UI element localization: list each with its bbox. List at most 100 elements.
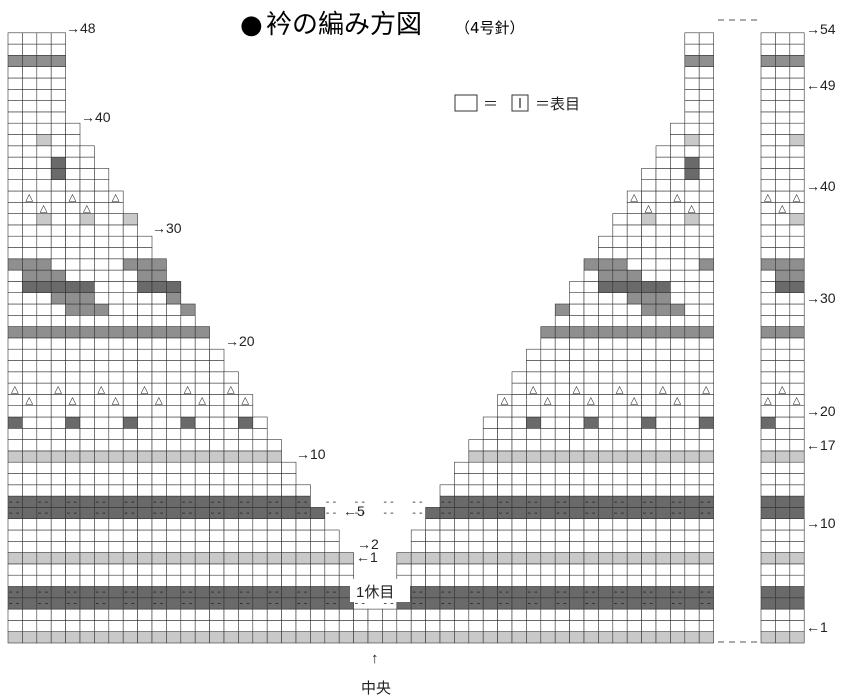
chart-cell [36,224,52,237]
triangle-mark: △ [155,396,163,407]
chart-cell [22,269,38,282]
dash-mark: - - [499,497,510,508]
dash-mark: - - [326,587,337,598]
chart-cell [65,156,81,169]
chart-cell [698,529,714,542]
chart-cell [468,518,484,531]
chart-cell [238,394,254,406]
chart-cell [511,473,527,486]
chart-cell [526,348,542,361]
chart-cell [223,427,239,440]
dash-mark: - - [441,508,452,519]
dash-mark: - - [38,508,49,519]
chart-cell [7,631,23,644]
chart-cell [281,608,297,621]
chart-cell [252,586,268,599]
chart-cell [94,529,110,542]
triangle-mark: △ [501,396,509,407]
dash-mark: - - [355,598,366,609]
dash-mark: - - [211,598,222,609]
chart-cell [698,258,714,271]
chart-cell [511,597,527,610]
chart-cell [569,597,585,610]
chart-cell [612,484,628,497]
chart-cell [310,563,326,576]
chart-cell [209,631,225,644]
chart-cell [511,631,527,644]
chart-cell [7,156,23,169]
chart-cell [180,326,196,339]
chart-cell [266,461,282,474]
strip-cell [760,620,776,633]
chart-cell [454,507,470,519]
chart-cell [94,224,110,237]
chart-cell [22,416,38,429]
dash-mark: - - [67,497,78,508]
chart-cell [194,631,210,644]
dash-mark: - - [38,497,49,508]
chart-cell [7,484,23,497]
chart-cell [50,507,66,519]
chart-cell [612,303,628,316]
chart-cell [554,574,570,587]
chart-cell [684,461,700,474]
chart-cell [79,156,95,169]
chart-cell [583,461,599,474]
chart-cell [65,281,81,293]
chart-cell [655,394,671,406]
strip-cell [760,518,776,531]
chart-cell [223,597,239,610]
strip-cell [789,529,805,542]
chart-cell [22,620,38,633]
chart-cell [50,495,66,508]
chart-cell [50,360,66,373]
chart-cell [122,439,138,452]
chart-cell [65,427,81,440]
chart-cell [194,360,210,373]
chart-cell [7,145,23,158]
chart-cell [194,461,210,474]
strip-cell [760,461,776,474]
chart-cell [122,371,138,384]
chart-cell [223,405,239,418]
chart-cell [7,439,23,452]
chart-cell [641,563,657,576]
dash-mark: - - [268,508,279,519]
chart-cell [569,631,585,644]
chart-cell [151,360,167,373]
legend-meaning: ＝表目 [535,96,580,113]
chart-cell [540,574,556,587]
chart-cell [7,326,23,339]
chart-cell [626,484,642,497]
chart-cell [50,190,66,203]
chart-cell [122,292,138,305]
chart-cell [180,371,196,384]
chart-cell [626,314,642,327]
chart-cell [36,55,52,68]
chart-cell [554,563,570,576]
chart-cell [223,439,239,452]
chart-cell [612,427,628,440]
chart-cell [22,563,38,576]
chart-cell [698,484,714,497]
strip-cell [760,563,776,576]
chart-cell [36,179,52,192]
strip-cell [775,371,791,384]
chart-cell [295,540,311,553]
chart-cell [94,540,110,553]
chart-cell [209,394,225,406]
chart-cell [569,281,585,293]
strip-cell [760,586,776,599]
chart-cell [7,473,23,486]
chart-cell [598,348,614,361]
chart-cell [698,145,714,158]
dash-mark: - - [412,497,423,508]
chart-cell [526,473,542,486]
chart-cell [252,552,268,565]
chart-cell [94,235,110,248]
dash-mark: - - [95,598,106,609]
chart-cell [497,416,513,429]
chart-cell [684,348,700,361]
dash-mark: - - [211,497,222,508]
